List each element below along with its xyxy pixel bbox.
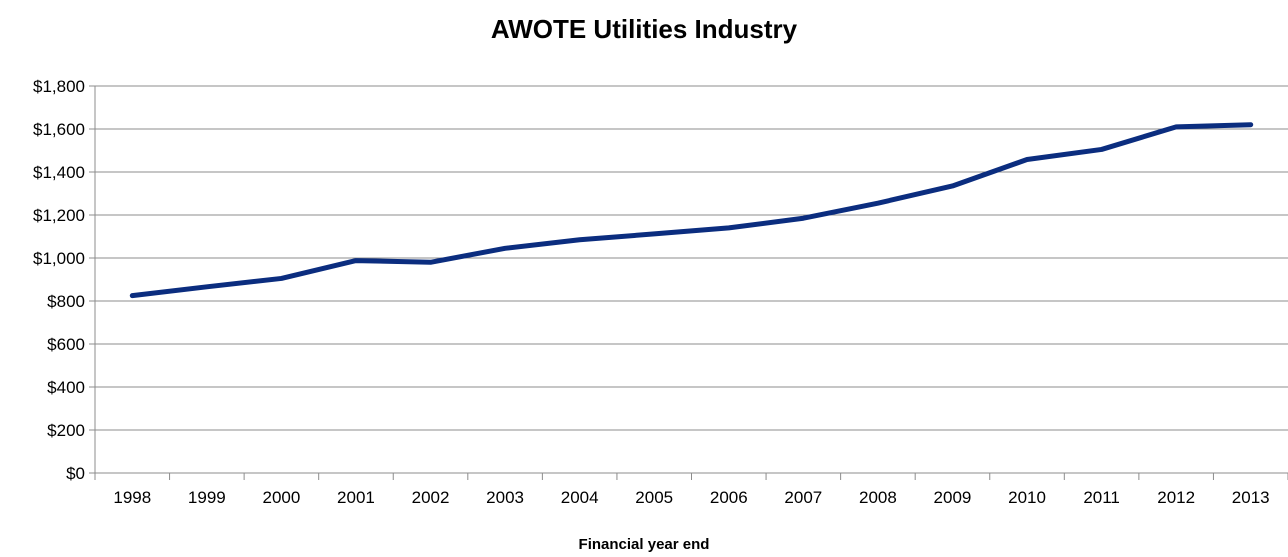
y-tick-label: $0 <box>66 464 85 483</box>
x-tick-label: 2004 <box>561 488 599 507</box>
x-tick-label: 2008 <box>859 488 897 507</box>
x-tick-label: 1999 <box>188 488 226 507</box>
chart-title: AWOTE Utilities Industry <box>490 14 798 44</box>
gridlines <box>95 85 1288 431</box>
y-tick-label: $200 <box>47 421 85 440</box>
x-tick-label: 2007 <box>784 488 822 507</box>
y-tick-label: $1,200 <box>33 206 85 225</box>
x-tick-label: 2006 <box>710 488 748 507</box>
x-axis-label: Financial year end <box>578 536 710 553</box>
x-tick-label: 1998 <box>113 488 151 507</box>
y-tick-label: $1,800 <box>33 77 85 96</box>
x-tick-label: 2005 <box>635 488 673 507</box>
x-tick-label: 2000 <box>262 488 300 507</box>
x-tick-label: 2012 <box>1157 488 1195 507</box>
x-tick-label: 2013 <box>1232 488 1270 507</box>
y-tick-label: $600 <box>47 335 85 354</box>
y-tick-label: $1,400 <box>33 163 85 182</box>
x-axis-ticks: 1998 1999 2000 2001 2002 2003 2004 2005 2006 2007… <box>94 473 1288 507</box>
x-tick-label: 2002 <box>412 488 450 507</box>
x-tick-label: 2001 <box>337 488 375 507</box>
x-tick-label: 2011 <box>1083 488 1120 507</box>
y-tick-label: $1,600 <box>33 120 85 139</box>
y-tick-label: $400 <box>47 378 85 397</box>
x-tick-label: 2003 <box>486 488 524 507</box>
x-tick-label: 2009 <box>934 488 972 507</box>
y-tick-label: $800 <box>47 292 85 311</box>
series-group <box>129 122 1254 299</box>
x-tick-label: 2010 <box>1008 488 1046 507</box>
y-axis-ticks: $0 $200 $400 $600 $800 $1,000 $1,200 $1,400 $1,6… <box>33 77 95 483</box>
series-line <box>129 122 1254 299</box>
y-tick-label: $1,000 <box>33 249 85 268</box>
